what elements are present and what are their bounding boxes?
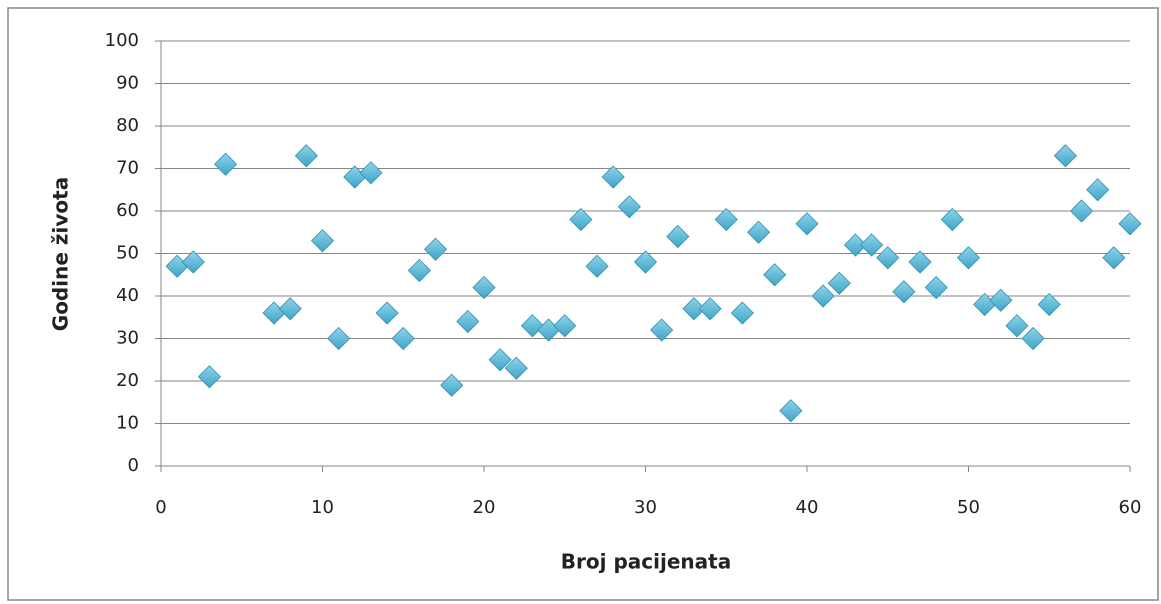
point [456, 309, 480, 334]
point [746, 220, 771, 244]
x-tick-label: 50 [957, 497, 980, 518]
y-tick-label: 30 [116, 328, 139, 349]
point [989, 288, 1013, 312]
x-tick-label: 30 [634, 497, 657, 518]
point [423, 237, 448, 261]
point [876, 246, 900, 270]
point [682, 297, 706, 321]
point [488, 348, 512, 372]
point [569, 207, 593, 232]
point [779, 399, 803, 423]
y-tick-label: 10 [116, 413, 139, 434]
y-tick-label: 40 [116, 285, 139, 306]
point [843, 233, 868, 257]
point [375, 301, 399, 325]
x-tick-label: 0 [155, 497, 166, 518]
chart-frame [7, 7, 1159, 601]
y-tick-label: 100 [105, 30, 139, 51]
point [1053, 144, 1077, 168]
point [763, 263, 787, 287]
point [908, 250, 932, 274]
point [892, 280, 916, 304]
x-tick-label: 10 [311, 497, 334, 518]
point [827, 271, 851, 295]
point [1118, 212, 1142, 236]
point [633, 250, 658, 274]
point [650, 318, 674, 342]
x-tick-label: 40 [796, 497, 819, 518]
point [391, 326, 415, 351]
x-tick-label: 60 [1119, 497, 1142, 518]
point [698, 297, 722, 321]
point [1102, 246, 1126, 270]
point [617, 195, 641, 219]
point [1005, 314, 1029, 338]
x-tick-label: 20 [473, 497, 496, 518]
point [327, 326, 351, 351]
point [310, 229, 335, 253]
y-tick-label: 0 [128, 455, 139, 476]
point [553, 314, 577, 338]
point [294, 144, 318, 168]
point [585, 254, 609, 278]
point [601, 165, 625, 189]
y-tick-label: 20 [116, 370, 139, 391]
point [730, 301, 754, 325]
point [472, 275, 496, 300]
y-tick-label: 90 [116, 73, 139, 94]
y-tick-label: 80 [116, 115, 139, 136]
point [1037, 292, 1061, 317]
point [407, 258, 431, 283]
point [181, 250, 205, 274]
point [860, 233, 884, 257]
point [811, 284, 835, 308]
y-tick-label: 50 [116, 243, 139, 264]
point [1069, 199, 1094, 223]
y-axis-title: Godine života [49, 177, 73, 331]
point [504, 356, 528, 380]
point [795, 212, 819, 236]
point [440, 373, 464, 397]
y-tick-label: 70 [116, 158, 139, 179]
point [278, 297, 302, 321]
point [714, 207, 738, 232]
point [214, 152, 238, 176]
point [359, 161, 383, 185]
point [1021, 326, 1045, 351]
point [520, 314, 545, 338]
point [956, 246, 981, 270]
x-axis-title: Broj pacijenata [561, 550, 731, 574]
point [666, 224, 690, 249]
point [940, 207, 964, 232]
point [197, 365, 222, 389]
point [1086, 178, 1110, 202]
y-tick-label: 60 [116, 200, 139, 221]
point [924, 275, 948, 300]
